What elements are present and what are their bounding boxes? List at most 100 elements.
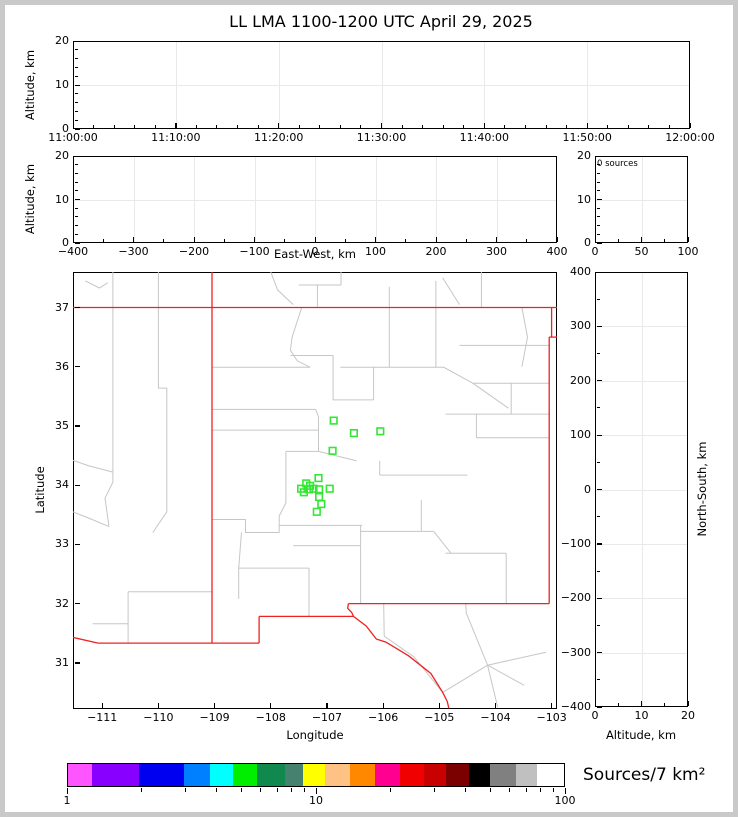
- tick-mark: [216, 124, 218, 128]
- tick-mark: [596, 225, 600, 227]
- tick-mark: [465, 788, 467, 792]
- colorbar-segment: [183, 764, 211, 786]
- tick-mark: [586, 122, 588, 128]
- county-border-line: [285, 450, 357, 462]
- gridline: [596, 435, 687, 437]
- tick-mark: [163, 238, 165, 242]
- tick-label: 0: [591, 245, 599, 258]
- tick-mark: [596, 679, 600, 681]
- tick-label: 20: [55, 149, 69, 162]
- tick-mark: [596, 461, 600, 463]
- tick-label: 10: [309, 794, 323, 807]
- county-border-line: [315, 409, 319, 452]
- colorbar-segment: [374, 764, 400, 786]
- tick-mark: [344, 238, 346, 242]
- county-border-line: [487, 651, 547, 666]
- tick-mark: [596, 155, 602, 157]
- lma-source-marker: [306, 481, 315, 490]
- tick-mark: [509, 788, 511, 792]
- tick-mark: [483, 122, 486, 128]
- tick-label: −105: [424, 711, 455, 724]
- tick-label: 20: [681, 709, 695, 722]
- panel-time-height: [73, 41, 690, 129]
- colorbar-segment: [399, 764, 425, 786]
- tick-label: 400: [570, 265, 591, 278]
- tick-mark: [596, 172, 600, 174]
- tick-mark: [74, 484, 80, 486]
- tick-mark: [157, 702, 160, 708]
- tick-label: 10: [55, 78, 69, 91]
- tick-mark: [494, 702, 497, 708]
- ew-height-xlabel: East-West, km: [274, 247, 356, 261]
- county-border-line: [472, 382, 509, 409]
- tick-mark: [596, 489, 602, 491]
- tick-label: 50: [634, 245, 649, 258]
- tick-mark: [401, 124, 403, 128]
- county-border-line: [521, 307, 529, 367]
- colorbar-segment: [516, 764, 537, 786]
- tick-mark: [540, 788, 542, 792]
- tick-label: −110: [143, 711, 174, 724]
- tick-mark: [689, 122, 691, 128]
- county-border-line: [442, 277, 460, 305]
- colorbar-segment: [446, 764, 470, 786]
- tick-mark: [93, 124, 95, 128]
- tick-mark: [596, 380, 602, 382]
- tick-mark: [270, 702, 272, 708]
- tick-mark: [326, 702, 328, 708]
- tick-mark: [74, 49, 78, 51]
- tick-mark: [102, 238, 104, 242]
- tick-mark: [596, 164, 600, 166]
- tick-label: −200: [560, 591, 591, 605]
- tick-mark: [596, 190, 600, 192]
- tick-mark: [596, 233, 600, 235]
- tick-mark: [74, 603, 80, 605]
- tick-mark: [304, 788, 306, 792]
- tick-mark: [315, 788, 317, 794]
- tick-mark: [641, 236, 643, 242]
- gridline: [596, 652, 687, 654]
- tick-mark: [314, 236, 316, 242]
- gridline: [596, 326, 687, 328]
- tick-mark: [596, 298, 600, 300]
- tick-mark: [526, 238, 528, 242]
- tick-mark: [564, 788, 566, 794]
- tick-mark: [596, 216, 600, 218]
- tick-mark: [504, 124, 506, 128]
- tick-mark: [463, 124, 465, 128]
- tick-mark: [66, 788, 68, 794]
- tick-mark: [74, 102, 78, 104]
- tick-mark: [74, 242, 80, 244]
- county-border-line: [340, 366, 474, 384]
- gridline: [74, 199, 556, 201]
- lma-source-marker: [317, 500, 326, 509]
- tick-mark: [360, 124, 362, 128]
- tick-mark: [278, 122, 280, 128]
- tick-mark: [596, 325, 602, 328]
- county-border-line: [104, 272, 114, 527]
- lma-source-marker: [312, 507, 321, 516]
- county-border-line: [383, 603, 385, 637]
- gridline: [596, 489, 687, 491]
- tick-mark: [74, 216, 78, 218]
- tick-label: 10: [577, 192, 591, 206]
- lma-source-marker: [376, 427, 385, 436]
- county-border-line: [433, 531, 452, 554]
- lma-source-marker: [315, 485, 324, 494]
- tick-mark: [257, 124, 259, 128]
- tick-mark: [596, 271, 602, 273]
- tick-mark: [74, 75, 78, 77]
- tick-label: −100: [560, 536, 591, 550]
- lma-source-marker: [299, 488, 309, 497]
- tick-mark: [442, 124, 444, 128]
- tick-mark: [566, 124, 568, 128]
- tick-mark: [596, 199, 602, 201]
- county-border-line: [73, 511, 110, 528]
- tick-mark: [687, 700, 689, 706]
- tick-label: 300: [570, 319, 591, 333]
- tick-mark: [422, 124, 424, 128]
- tick-mark: [72, 122, 74, 128]
- tick-mark: [74, 66, 78, 68]
- tick-label: 33: [55, 537, 69, 551]
- tick-label: 10: [55, 192, 69, 206]
